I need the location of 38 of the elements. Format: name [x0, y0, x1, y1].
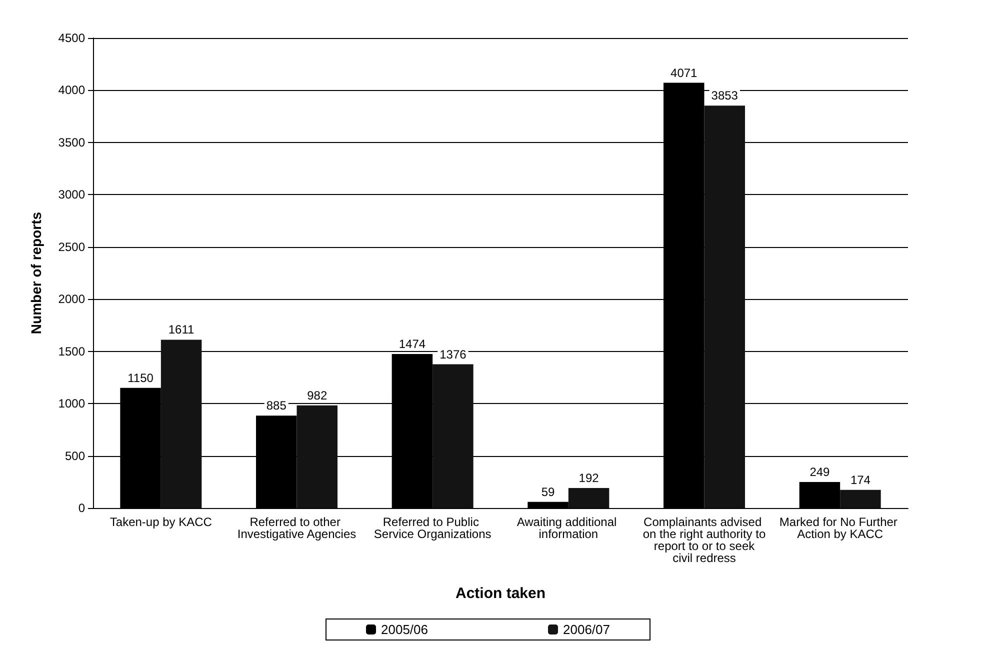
data-label: 3853: [711, 88, 738, 103]
y-tick-label: 2500: [58, 240, 86, 254]
data-label: 1474: [398, 337, 426, 352]
bar: [840, 490, 881, 508]
data-label: 982: [307, 388, 328, 402]
y-tick-label: 4500: [58, 31, 86, 45]
data-label: 174: [850, 472, 871, 487]
legend-label: 2005/06: [381, 622, 428, 637]
y-tick-label: 3000: [58, 188, 86, 202]
y-tick-label: 500: [64, 448, 86, 463]
bar: [296, 405, 338, 508]
data-label: 249: [810, 464, 830, 479]
x-tick-label: Taken-up by KACC: [110, 515, 212, 529]
x-tick-label: Referred to Public Service Organizations: [374, 515, 492, 541]
bar: [160, 340, 202, 508]
data-label: 1376: [440, 347, 467, 362]
legend-label: 2006/07: [563, 622, 610, 637]
bar: [432, 364, 474, 508]
y-tick-label: 2000: [58, 292, 86, 306]
data-label: 59: [541, 484, 556, 499]
y-tick-label: 4000: [58, 83, 86, 98]
data-label: 885: [266, 398, 287, 413]
bar: [704, 106, 745, 508]
y-tick-label: 1500: [58, 344, 86, 358]
x-tick-label: Referred to other Investigative Agencies: [237, 515, 356, 541]
y-tick-label: 3500: [58, 135, 86, 150]
y-tick-label: 1000: [58, 396, 86, 411]
x-axis-title: Action taken: [455, 585, 546, 602]
y-axis-title: Number of reports: [28, 212, 44, 334]
data-label: 192: [578, 470, 600, 485]
y-tick-label: 0: [78, 501, 86, 515]
x-tick-label: Complainants advised on the right authority to report to or to seek civil redress: [642, 515, 766, 565]
bar: [568, 488, 610, 508]
x-tick-label: Awaiting additional information: [516, 515, 620, 541]
x-tick-label: Marked for No Further Action by KACC: [779, 515, 901, 541]
data-label: 1150: [128, 370, 154, 385]
data-label: 1611: [168, 322, 195, 337]
data-label: 4071: [670, 66, 698, 80]
